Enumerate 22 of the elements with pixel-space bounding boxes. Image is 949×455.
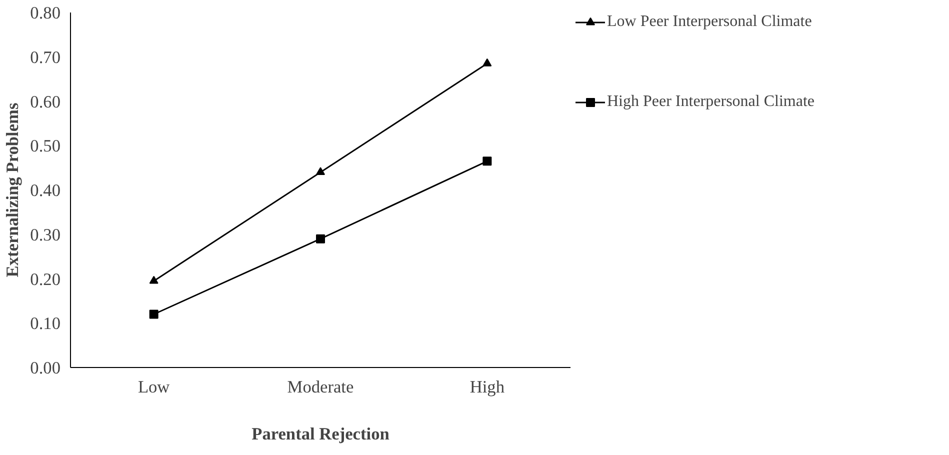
y-tick-label: 0.50	[30, 136, 61, 156]
legend-label: Low Peer Interpersonal Climate	[607, 13, 812, 31]
y-axis-title: Externalizing Problems	[3, 102, 22, 278]
y-tick-label: 0.10	[30, 314, 61, 334]
y-tick-label: 0.20	[30, 270, 61, 289]
point	[482, 58, 492, 66]
x-axis-title: Parental Rejection	[252, 424, 390, 444]
y-tick-label: 0.70	[30, 48, 61, 67]
y-tick-label: 0.60	[30, 92, 61, 112]
y-tick-label: 0.40	[30, 181, 61, 200]
x-tick-label: Low	[138, 378, 170, 396]
point	[316, 234, 325, 244]
x-tick-label: High	[470, 378, 505, 396]
point	[316, 167, 325, 176]
y-tick-label: 0.00	[30, 358, 61, 378]
y-tick-label: 0.30	[30, 225, 61, 244]
x-tick-label: Moderate	[287, 378, 354, 396]
point	[482, 156, 492, 166]
point	[149, 310, 158, 319]
y-tick-label: 0.80	[30, 4, 61, 22]
legend-label: High Peer Interpersonal Climate	[607, 93, 814, 111]
point	[149, 276, 158, 284]
